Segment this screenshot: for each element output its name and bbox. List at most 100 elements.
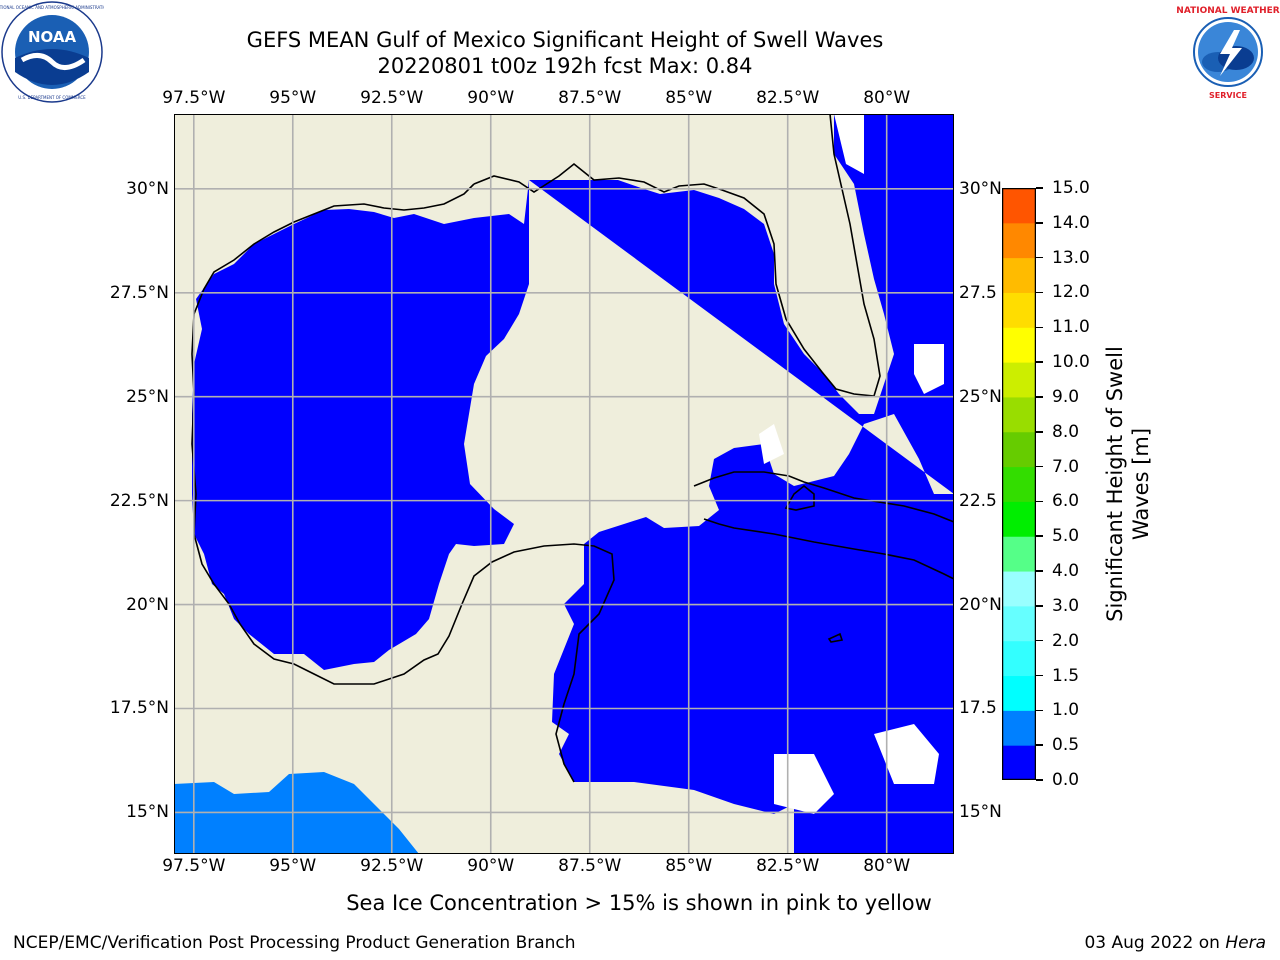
colorbar-bin [1002, 745, 1036, 780]
lat-label-left: 20°N [126, 594, 169, 615]
chart-title: GEFS MEAN Gulf of Mexico Significant Hei… [246, 28, 884, 52]
lon-label-top: 82.5°W [756, 88, 820, 108]
colorbar-tick-label: 13.0 [1052, 247, 1090, 268]
noaa-logo: NOAA NATIONAL OCEANIC AND ATMOSPHERIC AD… [0, 1, 104, 103]
colorbar-tick [1036, 500, 1043, 503]
gulf-of-mexico-map [174, 114, 954, 854]
svg-text:NATIONAL OCEANIC AND ATMOSPHER: NATIONAL OCEANIC AND ATMOSPHERIC ADMINIS… [0, 5, 104, 10]
colorbar-tick-label: 4.0 [1052, 561, 1080, 582]
colorbar-bin [1002, 327, 1036, 363]
colorbar-tick-label: 2.0 [1052, 630, 1080, 651]
colorbar-tick-label: 12.0 [1052, 282, 1090, 303]
lat-label-right: 15°N [959, 802, 1002, 823]
colorbar-tick-label: 8.0 [1052, 421, 1080, 442]
colorbar-tick [1036, 744, 1043, 746]
lon-label-bottom: 87.5°W [558, 856, 622, 876]
colorbar-tick-label: 14.0 [1052, 212, 1090, 233]
colorbar-tick-label: 6.0 [1052, 491, 1080, 512]
lat-label-right: 20°N [959, 594, 1002, 615]
colorbar-bin [1002, 431, 1036, 468]
lon-label-bottom: 85°W [665, 856, 713, 876]
colorbar-tick [1036, 222, 1043, 224]
colorbar-bin [1002, 536, 1036, 572]
lon-label-bottom: 82.5°W [756, 856, 820, 876]
lon-label-bottom: 92.5°W [360, 856, 424, 876]
lat-label-left: 25°N [126, 386, 169, 407]
colorbar-tick [1036, 396, 1043, 398]
colorbar-label: Significant Height of Swell Waves [m] [1103, 346, 1153, 622]
colorbar-tick-label: 7.0 [1052, 456, 1080, 477]
colorbar-bin [1002, 292, 1036, 328]
lat-label-right: 17.5 [959, 698, 997, 719]
colorbar-tick [1036, 326, 1043, 329]
colorbar-tick [1036, 639, 1043, 642]
colorbar-tick [1036, 535, 1043, 537]
colorbar-border [1002, 188, 1036, 780]
noaa-logo-text: NOAA [28, 28, 77, 46]
run-date-text: 03 Aug 2022 on [1084, 933, 1220, 953]
colorbar-tick [1036, 256, 1043, 259]
lon-label-bottom: 97.5°W [162, 856, 226, 876]
colorbar-bin [1002, 675, 1036, 711]
colorbar-tick-label: 0.5 [1052, 735, 1080, 756]
lon-label-bottom: 95°W [269, 856, 317, 876]
lon-label-top: 80°W [863, 88, 911, 108]
lon-label-top: 87.5°W [558, 88, 622, 108]
colorbar-tick [1036, 361, 1043, 363]
colorbar-tick-label: 1.0 [1052, 700, 1080, 721]
colorbar-tick-label: 15.0 [1052, 178, 1090, 198]
colorbar-tick [1036, 709, 1043, 712]
lat-label-left: 30°N [126, 178, 169, 199]
lat-label-left: 17.5°N [109, 698, 169, 719]
colorbar-bin [1002, 222, 1036, 259]
lon-label-top: 97.5°W [162, 88, 226, 108]
colorbar-tick-label: 1.5 [1052, 665, 1080, 686]
credit-text: NCEP/EMC/Verification Post Processing Pr… [13, 933, 576, 953]
colorbar-bin [1002, 571, 1036, 607]
colorbar-tick-label: 0.0 [1052, 770, 1080, 790]
colorbar-tick [1036, 187, 1043, 189]
run-date: 03 Aug 2022 on Hera [1084, 933, 1266, 953]
colorbar-tick [1036, 465, 1043, 468]
lat-label-right: 27.5 [959, 282, 997, 303]
colorbar-bin [1002, 466, 1036, 502]
lat-label-left: 27.5°N [109, 282, 169, 303]
run-machine: Hera [1225, 933, 1266, 953]
colorbar-tick [1036, 431, 1043, 433]
ocean-swell-field [192, 114, 954, 854]
colorbar-tick [1036, 291, 1043, 294]
lon-label-bottom: 90°W [467, 856, 515, 876]
lon-label-top: 85°W [665, 88, 713, 108]
svg-text:SERVICE: SERVICE [1209, 91, 1247, 100]
lon-label-bottom: 80°W [863, 856, 911, 876]
colorbar-bin [1002, 710, 1036, 746]
colorbar-tick-label: 3.0 [1052, 595, 1080, 616]
colorbar-tick [1036, 605, 1043, 607]
coastlines [191, 114, 954, 783]
svg-text:NATIONAL WEATHER: NATIONAL WEATHER [1176, 6, 1279, 16]
no-data-patch [759, 114, 944, 814]
colorbar-tick-label: 11.0 [1052, 317, 1090, 338]
colorbar-tick [1036, 674, 1043, 677]
colorbar-bin [1002, 188, 1036, 224]
chart-subtitle: 20220801 t00z 192h fcst Max: 0.84 [377, 54, 753, 78]
colorbar-tick [1036, 570, 1043, 572]
map-gridlines [174, 114, 954, 854]
lat-label-right: 22.5 [959, 490, 997, 511]
colorbar-bin [1002, 501, 1036, 537]
colorbar-bin [1002, 640, 1036, 677]
lat-label-left: 22.5°N [109, 490, 169, 511]
lat-label-left: 15°N [126, 802, 169, 823]
colorbar-tick-label: 9.0 [1052, 386, 1080, 407]
svg-text:U.S. DEPARTMENT OF COMMERCE: U.S. DEPARTMENT OF COMMERCE [18, 95, 86, 100]
colorbar-tick-label: 10.0 [1052, 352, 1090, 373]
colorbar-bin [1002, 396, 1036, 433]
colorbar-tick [1036, 779, 1043, 781]
sea-ice-note: Sea Ice Concentration > 15% is shown in … [346, 891, 932, 915]
colorbar-bin [1002, 362, 1036, 398]
colorbar-tick-label: 5.0 [1052, 526, 1080, 547]
colorbar [1002, 188, 1036, 780]
colorbar-bin [1002, 257, 1036, 293]
lat-label-right: 25°N [959, 386, 1002, 407]
lon-label-top: 92.5°W [360, 88, 424, 108]
